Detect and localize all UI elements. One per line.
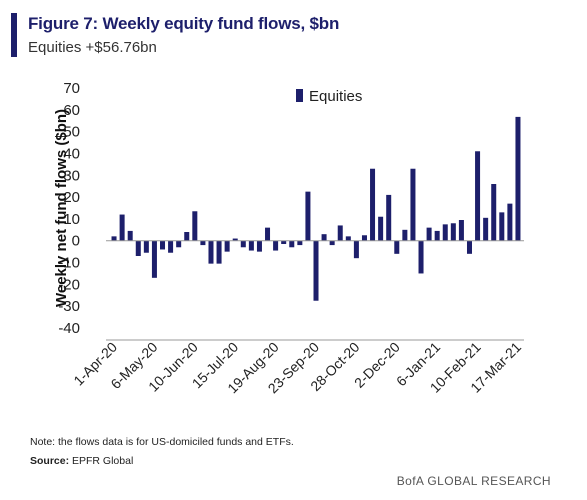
y-axis-title: Weekly net fund flows ($bn) bbox=[53, 109, 70, 307]
bar bbox=[321, 234, 327, 241]
bar bbox=[160, 240, 166, 250]
bar bbox=[176, 240, 182, 248]
legend-swatch bbox=[296, 89, 303, 102]
bar bbox=[135, 240, 141, 256]
bar bbox=[200, 240, 206, 246]
legend-label: Equities bbox=[309, 88, 362, 105]
bar bbox=[434, 230, 440, 241]
bar bbox=[345, 236, 351, 241]
bar bbox=[119, 214, 125, 241]
y-tick-label: 40 bbox=[63, 145, 80, 162]
bar bbox=[111, 236, 117, 241]
bar bbox=[143, 240, 149, 253]
bar bbox=[224, 240, 230, 252]
source-line: Source: EPFR Global bbox=[30, 455, 133, 467]
bar bbox=[418, 240, 424, 274]
brand-label: BofA GLOBAL RESEARCH bbox=[396, 474, 551, 488]
bar bbox=[232, 238, 238, 241]
y-tick-label: -30 bbox=[58, 298, 80, 315]
bar bbox=[289, 240, 295, 248]
y-tick-label: 70 bbox=[63, 80, 80, 97]
bar bbox=[127, 230, 133, 241]
bar bbox=[192, 211, 198, 241]
bar bbox=[151, 240, 157, 278]
title-accent-bar bbox=[11, 13, 17, 57]
bar bbox=[313, 240, 319, 301]
bar bbox=[410, 168, 416, 241]
bar bbox=[168, 240, 174, 253]
bar bbox=[394, 240, 400, 254]
figure-subtitle: Equities +$56.76bn bbox=[28, 39, 157, 56]
bar bbox=[507, 203, 513, 241]
bar bbox=[491, 184, 497, 241]
bar bbox=[297, 240, 303, 246]
bar bbox=[216, 240, 222, 264]
bar bbox=[353, 240, 359, 259]
bar bbox=[475, 151, 481, 241]
bar bbox=[184, 232, 190, 241]
y-tick-label: 30 bbox=[63, 167, 80, 184]
source-label: Source: bbox=[30, 455, 70, 467]
bar bbox=[515, 116, 521, 241]
bar bbox=[361, 235, 367, 241]
bar bbox=[208, 240, 214, 264]
bar bbox=[426, 227, 432, 241]
bar bbox=[256, 240, 262, 252]
bar bbox=[466, 240, 472, 254]
bar bbox=[281, 240, 287, 244]
y-tick-label: 20 bbox=[63, 189, 80, 206]
y-tick-label: 60 bbox=[63, 102, 80, 119]
bar bbox=[337, 225, 343, 241]
bar bbox=[386, 194, 392, 241]
bar bbox=[273, 240, 279, 251]
bar bbox=[370, 168, 376, 241]
bar bbox=[248, 240, 254, 251]
y-tick-label: 10 bbox=[63, 211, 80, 228]
bar bbox=[458, 220, 464, 241]
footnote: Note: the flows data is for US-domiciled… bbox=[30, 436, 294, 448]
y-tick-label: -40 bbox=[58, 320, 80, 337]
bar bbox=[450, 223, 456, 241]
bar bbox=[499, 212, 505, 241]
y-tick-label: -20 bbox=[58, 276, 80, 293]
equity-flows-chart: -40 -30 -20 -10 0 10 20 30 40 50 60 70 Weekly net fu… bbox=[53, 80, 524, 396]
source-value: EPFR Global bbox=[72, 455, 134, 467]
bar bbox=[329, 240, 335, 246]
y-tick-label: 50 bbox=[63, 124, 80, 141]
bar bbox=[483, 217, 489, 241]
bar bbox=[442, 224, 448, 241]
bar bbox=[240, 240, 246, 248]
y-tick-label: -10 bbox=[58, 255, 80, 272]
y-tick-label: 0 bbox=[72, 233, 80, 250]
figure-title: Figure 7: Weekly equity fund flows, $bn bbox=[28, 14, 340, 33]
bar bbox=[402, 229, 408, 241]
bar bbox=[378, 216, 384, 241]
bar bbox=[265, 227, 271, 241]
bar bbox=[305, 191, 311, 241]
